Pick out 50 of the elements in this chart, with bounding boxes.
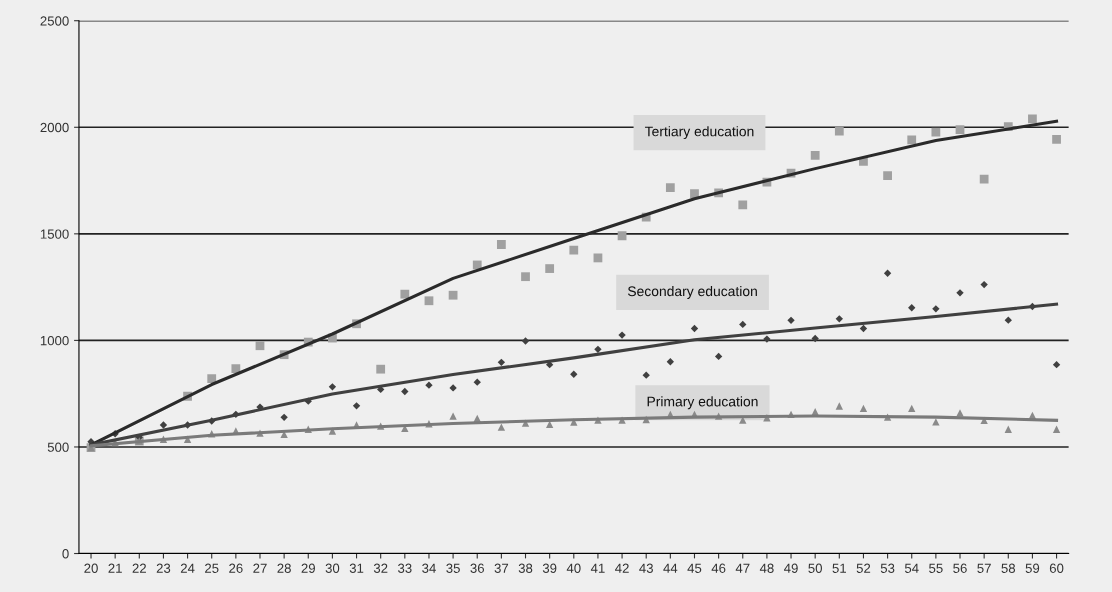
series-label: Secondary education [627,285,757,299]
y-tick-label: 1000 [40,335,69,346]
x-tick-label: 29 [301,563,315,573]
x-tick-label: 27 [253,563,267,573]
y-tick-label: 0 [62,549,69,559]
x-tick-label: 36 [470,563,484,573]
y-tick-label: 2000 [40,122,69,133]
x-tick-label: 40 [566,563,581,573]
x-tick-label: 38 [518,563,533,573]
x-tick-label: 35 [446,563,460,573]
x-tick-label: 58 [1001,563,1016,573]
y-tick-label: 2500 [40,16,69,26]
x-tick-label: 54 [904,563,919,573]
x-tick-label: 31 [349,563,364,573]
x-tick-label: 30 [325,563,340,573]
x-tick-label: 44 [663,563,678,573]
x-tick-label: 49 [784,563,798,573]
x-tick-label: 45 [687,563,702,573]
series-label: Primary education [647,396,758,410]
x-tick-label: 34 [422,563,436,573]
y-tick-label: 500 [47,442,69,452]
x-tick-label: 42 [615,563,629,573]
x-tick-label: 56 [953,563,967,573]
x-tick-label: 21 [108,563,122,573]
x-tick-label: 28 [277,563,291,573]
x-tick-label: 53 [880,563,895,573]
x-tick-label: 52 [856,563,871,573]
x-tick-label: 26 [229,563,243,573]
x-tick-label: 32 [373,563,388,573]
y-tick-label: 1500 [40,229,69,239]
x-tick-label: 46 [711,563,726,573]
x-tick-label: 25 [205,563,219,573]
text: Tertiary education [644,126,754,140]
x-tick-label: 37 [494,563,509,573]
x-tick-label: 59 [1025,563,1040,573]
x-tick-label: 55 [929,563,943,573]
x-tick-label: 47 [735,563,750,573]
x-tick-label: 51 [832,563,847,573]
x-tick-label: 20 [84,563,98,573]
x-tick-label: 50 [808,563,822,573]
x-tick-label: 60 [1049,563,1064,573]
x-tick-label: 57 [977,563,991,573]
x-tick-label: 48 [759,563,774,573]
x-tick-label: 33 [397,563,412,573]
x-tick-label: 23 [156,563,171,573]
x-tick-label: 41 [590,563,605,573]
x-tick-label: 39 [542,563,557,573]
x-tick-label: 43 [639,563,653,573]
x-tick-label: 22 [132,563,146,573]
x-tick-label: 24 [180,563,195,573]
